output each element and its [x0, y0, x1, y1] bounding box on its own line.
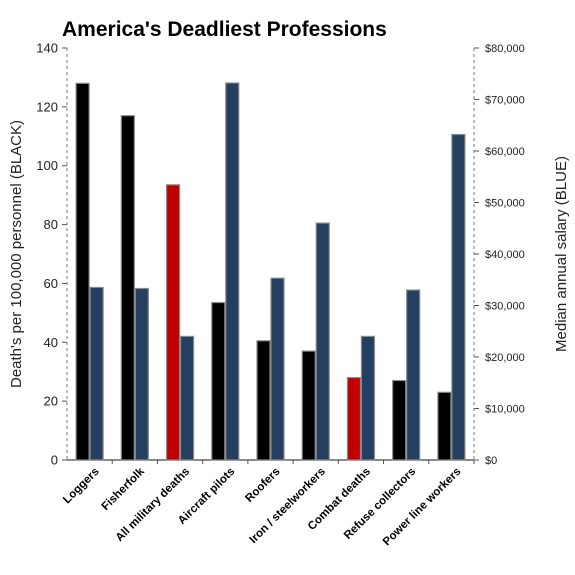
bar-salary-2 — [179, 335, 195, 461]
bar-deaths-3 — [211, 301, 226, 461]
bar-deaths-8 — [437, 391, 452, 461]
right-tick-label: $50,000 — [485, 198, 525, 210]
bar-salary-6 — [360, 335, 376, 461]
left-tick-label: 60 — [44, 276, 58, 291]
right-tick-label: $20,000 — [485, 352, 525, 364]
bar-deaths-1 — [120, 115, 135, 461]
right-tick-label: $40,000 — [485, 249, 525, 261]
right-tick-label: $10,000 — [485, 404, 525, 416]
left-tick-label: 40 — [44, 335, 58, 350]
bar-salary-8 — [451, 133, 466, 461]
bar-deaths-0 — [75, 82, 90, 461]
right-tick-label: $80,000 — [485, 43, 525, 55]
bar-salary-1 — [134, 287, 149, 461]
y2-axis-label: Median annual salary (BLUE) — [553, 156, 570, 352]
bar-salary-4 — [270, 277, 285, 461]
left-axis-ticks: 0 20 40 60 80 100 120 140 — [36, 41, 67, 468]
bar-deaths-2 — [165, 184, 181, 461]
left-tick-label: 80 — [44, 217, 58, 232]
bar-salary-3 — [225, 82, 240, 461]
left-tick-label: 0 — [51, 453, 58, 468]
category-label-4: Roofers — [243, 466, 282, 505]
bar-deaths-6 — [346, 377, 362, 461]
left-tick-label: 120 — [36, 99, 58, 114]
bar-deaths-5 — [301, 350, 316, 461]
chart-title: America's Deadliest Professions — [62, 18, 387, 41]
bars — [75, 82, 475, 464]
right-tick-label: $0 — [485, 455, 497, 467]
bar-deaths-7 — [392, 379, 407, 461]
right-tick-label: $60,000 — [485, 146, 525, 158]
category-label-0: Loggers — [61, 466, 102, 507]
left-tick-label: 140 — [36, 41, 58, 56]
left-tick-label: 100 — [36, 158, 58, 173]
category-label-8: Power line workers — [381, 466, 464, 549]
right-tick-label: $70,000 — [485, 95, 525, 107]
y-axis-label: Death's per 100,000 personnel (BLACK) — [8, 120, 25, 388]
bar-deaths-4 — [256, 340, 271, 461]
category-label-5: Iron / steelworkers — [247, 466, 327, 546]
bar-salary-0 — [89, 286, 104, 461]
right-axis-ticks: $0 $10,000 $20,000 $30,000 $40,000 $50,000 $60… — [474, 43, 525, 467]
category-label-1: Fisherfolk — [100, 465, 148, 513]
bar-salary-5 — [315, 222, 330, 461]
bar-salary-7 — [406, 289, 421, 461]
left-tick-label: 20 — [44, 394, 58, 409]
right-tick-label: $30,000 — [485, 301, 525, 313]
